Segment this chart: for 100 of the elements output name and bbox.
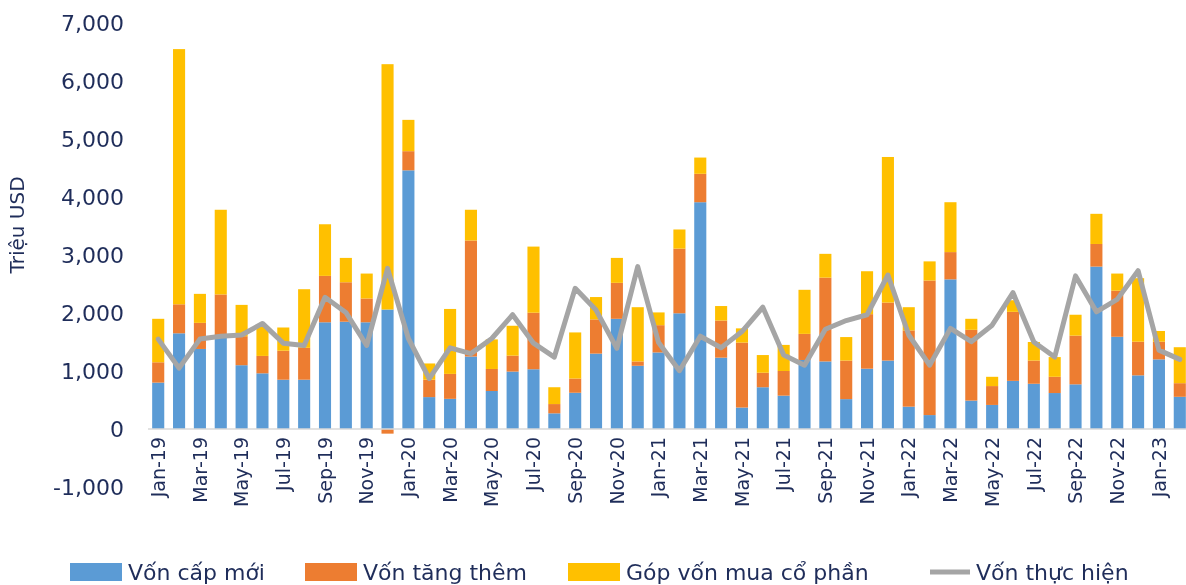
bar (631, 361, 644, 366)
bar (881, 302, 894, 361)
bar (944, 202, 957, 253)
bar (861, 314, 874, 369)
bar (360, 273, 373, 299)
x-tick-label: May-22 (980, 437, 1003, 507)
bar (631, 307, 644, 362)
bar (569, 378, 582, 393)
bar (1090, 213, 1103, 244)
bar (548, 404, 561, 414)
bar (735, 407, 749, 429)
x-tick-label: Jul-21 (772, 437, 795, 492)
bar (840, 360, 853, 400)
x-tick-label: May-20 (480, 437, 503, 507)
bar (840, 337, 853, 361)
bar (464, 356, 477, 429)
bar (923, 261, 936, 281)
bar (214, 336, 227, 429)
y-tick-label: 4,000 (61, 184, 124, 210)
legend-label: Vốn tăng thêm (363, 559, 527, 585)
bar (881, 156, 894, 303)
bar (277, 350, 290, 380)
bar (1111, 336, 1124, 429)
x-tick-label: Jul-22 (1022, 437, 1045, 492)
bar (715, 357, 728, 429)
bar (173, 304, 186, 334)
bar (444, 373, 457, 399)
bar (402, 170, 415, 429)
bar (986, 376, 999, 387)
bar (610, 282, 623, 319)
bar (423, 397, 436, 429)
bar (235, 365, 248, 429)
bar (840, 399, 853, 429)
bar (756, 355, 769, 373)
bar (256, 326, 269, 356)
bar (485, 339, 498, 369)
x-tick-label: Jul-19 (271, 437, 294, 492)
bar (1027, 360, 1040, 384)
y-tick-label: 0 (110, 416, 124, 442)
bar (1006, 311, 1020, 381)
x-tick-label: Mar-20 (438, 437, 461, 503)
bar (965, 318, 978, 330)
x-tick-label: Jan-22 (897, 437, 920, 499)
x-tick-label: May-21 (730, 437, 753, 507)
bar (318, 322, 332, 429)
x-tick-label: Sep-22 (1064, 437, 1087, 504)
bar (548, 387, 561, 405)
x-tick-label: May-19 (230, 437, 253, 507)
legend-label: Vốn thực hiện (976, 559, 1129, 585)
bar (798, 359, 811, 429)
bar (1006, 380, 1020, 429)
bar (673, 313, 686, 429)
bar (944, 252, 957, 280)
bar (694, 202, 707, 429)
bar (193, 293, 206, 323)
bar (1069, 314, 1082, 336)
y-tick-label: 2,000 (61, 300, 124, 326)
bar (965, 400, 978, 429)
bar (1173, 396, 1186, 429)
bar (756, 372, 769, 388)
bar (861, 368, 874, 429)
bar (735, 342, 749, 408)
bar (464, 240, 477, 357)
bar (506, 371, 519, 429)
y-axis-title: Triệu USD (5, 176, 29, 275)
bar (506, 325, 519, 356)
x-tick-label: Sep-21 (814, 437, 837, 504)
bar (256, 355, 269, 374)
bar (589, 353, 603, 429)
bar (673, 248, 686, 314)
x-tick-label: Mar-21 (688, 437, 711, 503)
bar (902, 406, 915, 429)
bar (235, 336, 248, 366)
bar (756, 387, 769, 429)
bar (444, 398, 457, 429)
bar (1090, 266, 1103, 429)
x-tick-label: Nov-20 (605, 437, 628, 505)
bar (923, 280, 936, 416)
bar (402, 119, 415, 152)
x-tick-label: Jan-19 (146, 437, 169, 499)
bar (1152, 359, 1165, 429)
y-tick-label: -1,000 (53, 474, 124, 500)
bar (423, 379, 436, 398)
bar (1132, 341, 1145, 376)
bar (193, 348, 206, 429)
bar (798, 289, 811, 334)
legend-label: Vốn cấp mới (128, 559, 265, 585)
bar (527, 246, 540, 313)
bar (777, 395, 790, 429)
bar (965, 329, 978, 401)
y-tick-label: 7,000 (61, 10, 124, 36)
bar (527, 369, 540, 429)
x-tick-label: Mar-19 (188, 437, 211, 503)
bar (1048, 376, 1061, 394)
bar (819, 361, 832, 429)
bar (715, 306, 728, 321)
bar (214, 294, 227, 337)
bar (173, 333, 186, 429)
bar (1132, 375, 1145, 429)
bar (485, 368, 498, 392)
